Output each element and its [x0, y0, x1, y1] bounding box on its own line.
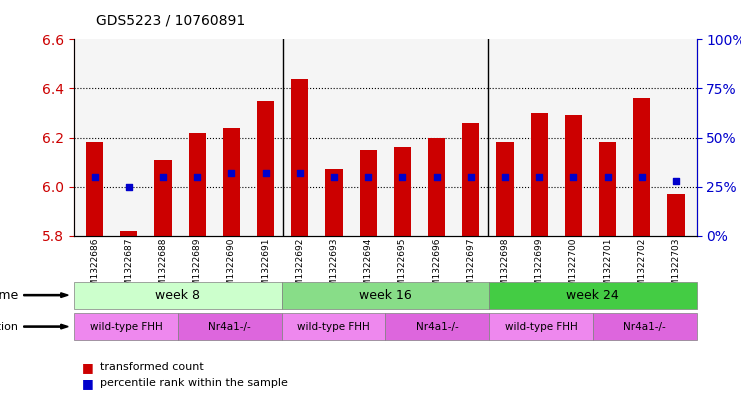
Bar — [359, 150, 376, 236]
Point — [157, 174, 169, 180]
Point — [123, 184, 135, 190]
Point — [362, 174, 374, 180]
Point — [499, 174, 511, 180]
Text: wild-type FHH: wild-type FHH — [505, 321, 577, 332]
Bar — [462, 123, 479, 236]
Bar — [634, 98, 651, 236]
Point — [396, 174, 408, 180]
Point — [328, 174, 340, 180]
Point — [636, 174, 648, 180]
Bar — [291, 79, 308, 236]
Point — [294, 170, 306, 176]
Bar — [496, 142, 514, 236]
Bar — [325, 169, 342, 236]
Point — [89, 174, 101, 180]
Text: wild-type FHH: wild-type FHH — [90, 321, 162, 332]
Text: time: time — [0, 288, 19, 302]
Bar — [531, 113, 548, 236]
Point — [602, 174, 614, 180]
Text: ■: ■ — [82, 376, 93, 390]
Text: genotype/variation: genotype/variation — [0, 321, 19, 332]
Bar — [394, 147, 411, 236]
Point — [225, 170, 237, 176]
Point — [431, 174, 442, 180]
Bar — [86, 142, 103, 236]
Bar — [189, 132, 206, 236]
Text: percentile rank within the sample: percentile rank within the sample — [100, 378, 288, 388]
Text: Nr4a1-/-: Nr4a1-/- — [623, 321, 666, 332]
Bar — [120, 231, 137, 236]
Point — [670, 178, 682, 184]
Text: week 8: week 8 — [156, 288, 200, 302]
Text: transformed count: transformed count — [100, 362, 204, 373]
Bar — [257, 101, 274, 236]
Text: week 24: week 24 — [566, 288, 619, 302]
Point — [534, 174, 545, 180]
Point — [568, 174, 579, 180]
Bar — [565, 116, 582, 236]
Point — [191, 174, 203, 180]
Point — [465, 174, 476, 180]
Point — [259, 170, 271, 176]
Text: GDS5223 / 10760891: GDS5223 / 10760891 — [96, 14, 245, 28]
Text: Nr4a1-/-: Nr4a1-/- — [208, 321, 251, 332]
Bar — [223, 128, 240, 236]
Bar — [154, 160, 172, 236]
Bar — [668, 194, 685, 236]
Text: week 16: week 16 — [359, 288, 412, 302]
Bar — [599, 142, 617, 236]
Text: ■: ■ — [82, 361, 93, 374]
Text: Nr4a1-/-: Nr4a1-/- — [416, 321, 459, 332]
Text: wild-type FHH: wild-type FHH — [297, 321, 370, 332]
Bar — [428, 138, 445, 236]
